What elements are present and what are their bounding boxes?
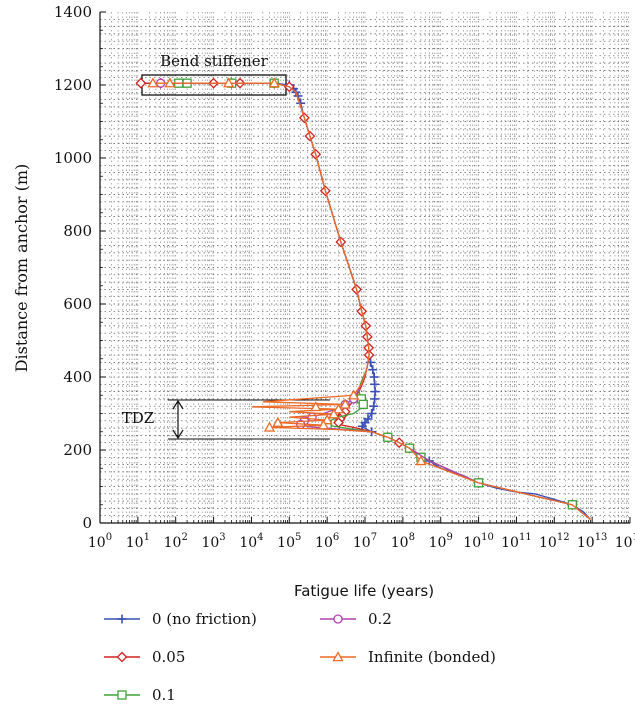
y-tick-label: 1200 <box>54 76 92 94</box>
annotation-bend-stiffener: Bend stiffener <box>160 52 269 70</box>
data-point <box>135 77 147 89</box>
data-point <box>263 421 276 432</box>
x-axis-label: Fatigue life (years) <box>294 582 434 600</box>
series-0 <box>137 78 591 520</box>
legend-item: 0.05 <box>104 648 185 666</box>
data-point <box>415 455 427 466</box>
y-tick-label: 0 <box>82 514 92 532</box>
axes: 0 200 400 600 800 1000 1200 1400 100 101 102 103 104… <box>54 3 635 551</box>
data-point <box>223 77 235 88</box>
tdz-arrowhead-bottom <box>172 429 184 440</box>
y-tick-label: 600 <box>63 295 92 313</box>
x-tick-label: 1014 <box>615 532 635 551</box>
data-point <box>272 416 284 427</box>
x-tick-label: 100 <box>88 532 112 551</box>
data-point <box>328 408 340 419</box>
data-point <box>358 399 368 410</box>
x-tick-label: 1011 <box>501 532 532 551</box>
legend-label: 0.2 <box>368 610 392 628</box>
grid-lines <box>100 12 630 523</box>
y-tick-label: 1000 <box>54 149 92 167</box>
y-tick-label: 1400 <box>54 3 92 21</box>
legend-label: 0.1 <box>152 686 176 704</box>
x-tick-label: 101 <box>126 532 150 551</box>
x-tick-label: 1010 <box>463 532 494 551</box>
legend-item: 0 (no friction) <box>104 610 257 628</box>
x-tick-label: 102 <box>164 532 188 551</box>
series-3 <box>155 78 591 520</box>
data-point <box>317 419 330 430</box>
series <box>135 77 591 520</box>
legend-marker <box>117 614 127 624</box>
legend-item: Infinite (bonded) <box>320 648 496 666</box>
series-4 <box>147 77 591 520</box>
series-line <box>140 82 591 520</box>
data-point <box>310 401 322 412</box>
tdz-arrowhead-top <box>172 399 184 410</box>
data-point <box>339 398 351 409</box>
legend-label: Infinite (bonded) <box>368 648 496 666</box>
legend-marker <box>332 651 344 662</box>
x-tick-label: 103 <box>201 532 225 551</box>
y-axis-label: Distance from anchor (m) <box>12 164 31 373</box>
data-point <box>347 389 360 400</box>
data-point <box>368 365 378 375</box>
data-point <box>367 409 377 418</box>
legend-label: 0.05 <box>152 648 185 666</box>
data-point <box>369 401 379 411</box>
legend-marker <box>117 690 127 700</box>
data-point <box>268 77 280 88</box>
x-tick-label: 108 <box>391 532 415 551</box>
y-tick-label: 200 <box>63 441 92 459</box>
legend-marker <box>333 614 343 624</box>
data-point <box>321 414 333 425</box>
y-tick-label: 400 <box>63 368 92 386</box>
legend-item: 0.1 <box>104 686 176 704</box>
data-point <box>370 394 380 404</box>
series-line <box>178 82 591 520</box>
data-point <box>164 77 176 88</box>
y-tick-label: 800 <box>63 222 92 240</box>
data-point <box>307 412 317 422</box>
data-point <box>332 403 345 414</box>
x-tick-label: 1012 <box>539 532 570 551</box>
x-tick-label: 104 <box>239 532 263 551</box>
legend-marker <box>116 651 128 663</box>
x-tick-label: 107 <box>353 532 377 551</box>
series-line <box>137 82 591 520</box>
data-point <box>147 77 159 88</box>
legend-label: 0 (no friction) <box>152 610 257 628</box>
annotation-tdz: TDZ <box>122 409 154 427</box>
x-tick-label: 105 <box>277 532 301 551</box>
x-tick-label: 1013 <box>577 532 608 551</box>
series-line <box>152 82 591 520</box>
x-tick-label: 109 <box>429 532 453 551</box>
legend: 0 (no friction) 0.05 0.1 0.2 Infinite (bonde… <box>104 610 496 704</box>
x-tick-label: 106 <box>315 532 339 551</box>
legend-item: 0.2 <box>320 610 392 628</box>
